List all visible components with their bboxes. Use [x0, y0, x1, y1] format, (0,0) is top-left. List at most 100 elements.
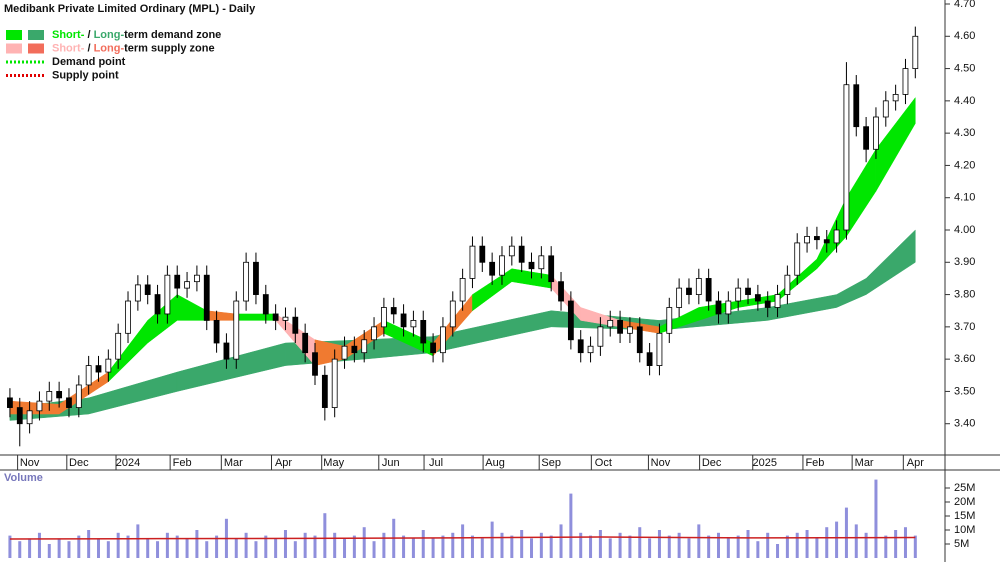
x-tick-label: Dec — [702, 457, 722, 469]
volume-bar — [146, 538, 150, 558]
candle-body — [449, 300, 456, 328]
volume-bar — [343, 538, 347, 558]
x-tick-label: Jun — [382, 457, 400, 469]
x-tick-label: Jul — [429, 457, 443, 469]
volume-bar — [352, 535, 356, 558]
volume-bar — [264, 535, 268, 558]
volume-bar — [795, 532, 799, 558]
volume-bar — [490, 521, 494, 558]
legend-text: term supply zone — [124, 42, 214, 54]
legend-text: Short- — [52, 29, 85, 41]
volume-tick-label: 20M — [954, 496, 975, 508]
candle-body — [479, 245, 486, 263]
volume-bar — [234, 538, 238, 558]
candle-body — [351, 345, 358, 354]
legend-swatch — [6, 43, 22, 54]
legend-text: Long- — [94, 42, 125, 54]
legend-label: Short- / Long-term supply zone — [52, 42, 215, 54]
volume-tick-label: 15M — [954, 510, 975, 522]
volume-bar — [716, 532, 720, 558]
volume-bar — [47, 544, 51, 558]
x-tick-label: Oct — [595, 457, 612, 469]
candle-body — [115, 332, 122, 360]
volume-bar — [569, 493, 573, 558]
candle-body — [912, 35, 919, 69]
volume-bar — [333, 532, 337, 558]
volume-bar — [106, 541, 110, 558]
candle-body — [459, 278, 466, 302]
candle-body — [774, 294, 781, 308]
candle-body — [105, 358, 112, 373]
volume-bar — [598, 530, 602, 558]
y-tick-label: 4.00 — [954, 224, 975, 236]
volume-bar — [323, 513, 327, 558]
legend-label: Demand point — [52, 56, 126, 68]
x-tick-label: Feb — [805, 457, 824, 469]
volume-bar — [894, 530, 898, 558]
y-tick-label: 4.30 — [954, 127, 975, 139]
candle-body — [380, 307, 387, 328]
volume-bar — [411, 538, 415, 558]
volume-bar — [402, 535, 406, 558]
candle-body — [292, 316, 299, 334]
candle-body — [85, 365, 92, 386]
candle-body — [7, 397, 13, 408]
candle-body — [548, 255, 555, 283]
candle-body — [262, 294, 269, 315]
candle-body — [253, 261, 259, 295]
volume-bar — [549, 535, 553, 558]
volume-bar — [874, 479, 878, 558]
candle-body — [282, 316, 289, 321]
legend-text: / — [84, 42, 93, 54]
x-tick-label: 2025 — [753, 457, 777, 469]
volume-bar — [205, 541, 209, 558]
candle-body — [528, 261, 535, 270]
legend-text: Supply point — [52, 69, 119, 81]
candle-body — [469, 245, 476, 279]
volume-bar — [293, 541, 297, 558]
candle-body — [764, 300, 771, 308]
volume-bar — [67, 541, 71, 558]
candle-body — [636, 326, 643, 354]
volume-bar — [362, 527, 366, 558]
volume-bar — [57, 538, 61, 558]
volume-bar — [825, 527, 829, 558]
volume-bar — [835, 521, 839, 558]
volume-bar — [382, 532, 386, 558]
volume-bar — [77, 535, 81, 558]
volume-bar — [697, 524, 701, 558]
candle-body — [833, 229, 840, 244]
volume-bar — [746, 530, 750, 558]
y-tick-label: 4.70 — [954, 0, 975, 10]
volume-bar — [520, 530, 524, 558]
x-tick-label: Mar — [855, 457, 874, 469]
volume-bar — [480, 538, 484, 558]
volume-bar — [283, 530, 287, 558]
volume-bar — [175, 535, 179, 558]
candle-body — [194, 274, 200, 283]
volume-label: Volume — [4, 472, 43, 484]
volume-bar — [736, 535, 740, 558]
legend-swatch — [28, 43, 44, 54]
volume-bar — [254, 541, 258, 558]
candle-body — [125, 300, 131, 334]
candle-body — [686, 287, 692, 295]
candle-body — [16, 407, 23, 425]
y-tick-label: 3.50 — [954, 385, 975, 397]
volume-bar — [766, 532, 770, 558]
x-tick-label: Nov — [651, 457, 671, 469]
candle-body — [892, 94, 899, 102]
candle-body — [902, 68, 909, 95]
candle-body — [656, 332, 663, 367]
y-tick-label: 3.90 — [954, 256, 975, 268]
candle-body — [646, 352, 653, 366]
candle-body — [213, 319, 220, 344]
candle-body — [331, 358, 338, 408]
volume-bar — [726, 538, 730, 558]
volume-bar — [864, 532, 868, 558]
candle-body — [784, 274, 791, 295]
candle-body — [46, 391, 53, 402]
volume-bar — [687, 538, 691, 558]
volume-bar — [559, 524, 563, 558]
y-tick-label: 3.60 — [954, 353, 975, 365]
